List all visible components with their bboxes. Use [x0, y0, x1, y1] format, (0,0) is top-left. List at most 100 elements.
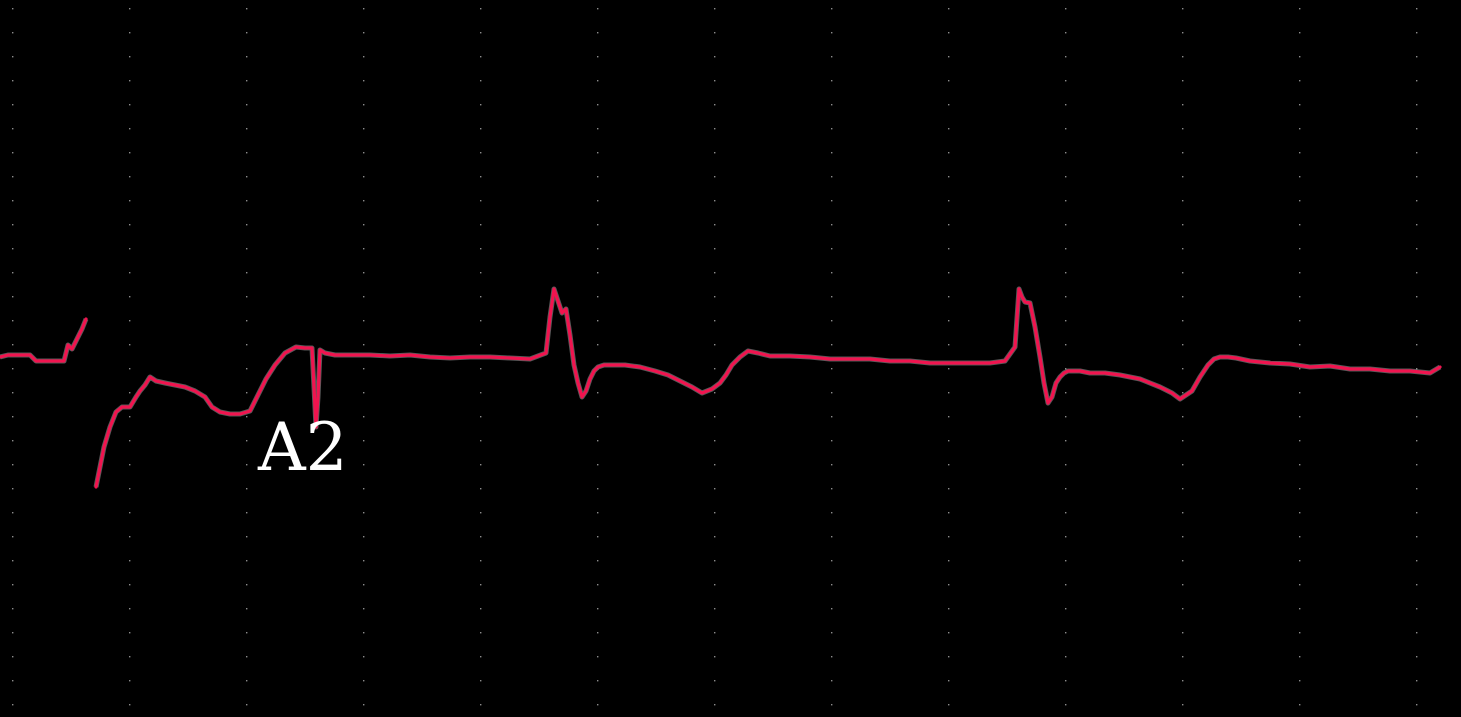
grid-dot — [1416, 56, 1417, 57]
grid-dot — [1299, 152, 1300, 153]
grid-dot — [246, 416, 247, 417]
grid-dot — [831, 272, 832, 273]
grid-dot — [246, 440, 247, 441]
grid-dot — [246, 104, 247, 105]
grid-dot — [1065, 128, 1066, 129]
grid-dot — [246, 392, 247, 393]
grid-dot — [363, 56, 364, 57]
grid-dot — [12, 128, 13, 129]
grid-dot — [12, 488, 13, 489]
grid-dot — [1065, 584, 1066, 585]
grid-dot — [1299, 584, 1300, 585]
grid-dot — [1182, 584, 1183, 585]
grid-dot — [1182, 248, 1183, 249]
grid-dot — [714, 536, 715, 537]
grid-dot — [831, 584, 832, 585]
grid-dot — [831, 224, 832, 225]
grid-dot — [1299, 320, 1300, 321]
grid-dot — [12, 176, 13, 177]
grid-dot — [480, 344, 481, 345]
grid-dot — [1182, 440, 1183, 441]
grid-dot — [12, 512, 13, 513]
grid-dot — [948, 656, 949, 657]
grid-dot — [480, 608, 481, 609]
grid-dot — [129, 560, 130, 561]
grid-dot — [363, 608, 364, 609]
grid-dot — [246, 464, 247, 465]
grid-dot — [1182, 104, 1183, 105]
grid-dot — [1065, 200, 1066, 201]
grid-dot — [597, 248, 598, 249]
grid-dot — [12, 248, 13, 249]
grid-dot — [129, 152, 130, 153]
grid-dot — [12, 80, 13, 81]
grid-dot — [1065, 704, 1066, 705]
grid-dot — [831, 656, 832, 657]
grid-dot — [12, 704, 13, 705]
grid-dot — [1416, 440, 1417, 441]
grid-dot — [1416, 344, 1417, 345]
grid-dot — [597, 200, 598, 201]
grid-dot — [948, 512, 949, 513]
grid-dot — [1416, 272, 1417, 273]
grid-dot — [597, 344, 598, 345]
grid-dot — [12, 560, 13, 561]
grid-dot — [363, 128, 364, 129]
grid-dot — [480, 368, 481, 369]
grid-dot — [129, 104, 130, 105]
grid-dot — [480, 320, 481, 321]
grid-dot — [948, 488, 949, 489]
grid-dot — [480, 200, 481, 201]
grid-dot — [714, 416, 715, 417]
grid-dot — [480, 128, 481, 129]
grid-dot — [714, 152, 715, 153]
grid-dot — [12, 104, 13, 105]
grid-dot — [948, 440, 949, 441]
grid-dot — [363, 80, 364, 81]
grid-dot — [1299, 560, 1300, 561]
grid-dot — [246, 152, 247, 153]
grid-dot — [1299, 104, 1300, 105]
grid-dot — [714, 368, 715, 369]
grid-dot — [129, 200, 130, 201]
grid-dot — [1299, 464, 1300, 465]
grid-dot — [1065, 560, 1066, 561]
grid-dot — [129, 296, 130, 297]
grid-dot — [714, 80, 715, 81]
grid-dot — [363, 344, 364, 345]
grid-dot — [129, 656, 130, 657]
grid-dot — [246, 344, 247, 345]
grid-dot — [597, 584, 598, 585]
grid-dot — [948, 680, 949, 681]
grid-dot — [129, 128, 130, 129]
grid-dot — [831, 80, 832, 81]
grid-dot — [948, 368, 949, 369]
grid-dot — [1299, 656, 1300, 657]
grid-dot — [948, 8, 949, 9]
grid-dot — [1065, 536, 1066, 537]
grid-dot — [1182, 152, 1183, 153]
grid-dot — [246, 584, 247, 585]
grid-dot — [714, 344, 715, 345]
grid-dot — [1416, 296, 1417, 297]
grid-dot — [1299, 680, 1300, 681]
grid-dot — [363, 512, 364, 513]
grid-dot — [129, 536, 130, 537]
grid-dot — [831, 344, 832, 345]
grid-dot — [1416, 80, 1417, 81]
grid-dot — [1416, 200, 1417, 201]
grid-dot — [597, 680, 598, 681]
grid-dot — [246, 320, 247, 321]
grid-dot — [480, 680, 481, 681]
grid-dot — [12, 680, 13, 681]
grid-dot — [597, 464, 598, 465]
grid-dot — [246, 80, 247, 81]
grid-dot — [12, 296, 13, 297]
grid-dot — [129, 584, 130, 585]
grid-dot — [1416, 32, 1417, 33]
grid-dot — [831, 128, 832, 129]
grid-dot — [1299, 608, 1300, 609]
grid-dot — [714, 488, 715, 489]
grid-dot — [363, 704, 364, 705]
